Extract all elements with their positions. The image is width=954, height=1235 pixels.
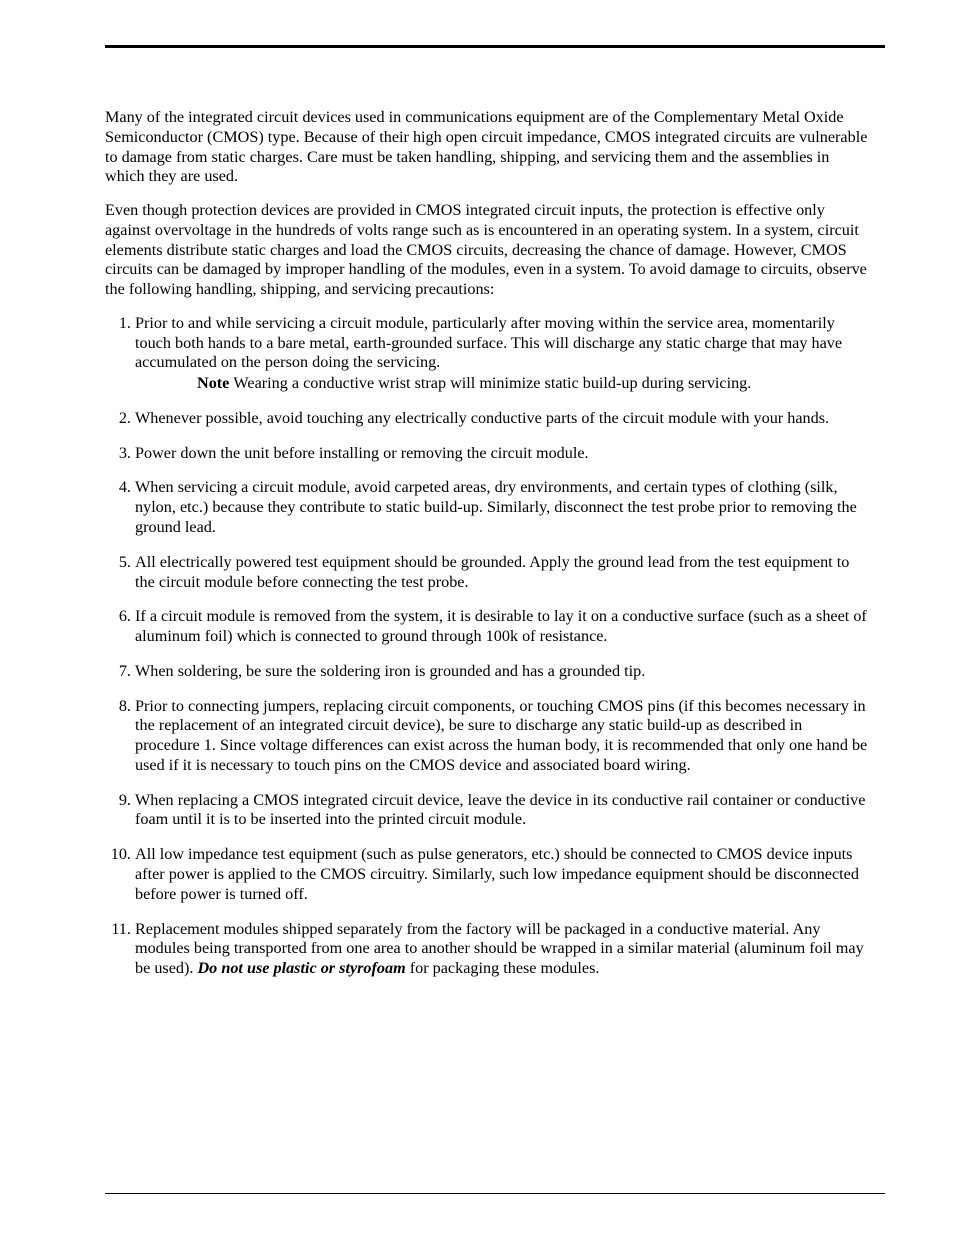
precaution-item-3: Power down the unit before installing or… bbox=[135, 444, 869, 464]
precautions-list: Prior to and while servicing a circuit m… bbox=[105, 314, 869, 979]
bottom-horizontal-rule bbox=[105, 1193, 885, 1194]
precaution-item-8: Prior to connecting jumpers, replacing c… bbox=[135, 697, 869, 776]
note-label: Note bbox=[197, 374, 233, 392]
intro-paragraph-2: Even though protection devices are provi… bbox=[105, 201, 869, 300]
precaution-11-emphasis: Do not use plastic or styrofoam bbox=[197, 959, 405, 977]
precaution-item-9: When replacing a CMOS integrated circuit… bbox=[135, 791, 869, 831]
precaution-1-text: Prior to and while servicing a circuit m… bbox=[135, 314, 842, 372]
precaution-item-1: Prior to and while servicing a circuit m… bbox=[135, 314, 869, 394]
top-horizontal-rule bbox=[105, 45, 885, 48]
note-text: Wearing a conductive wrist strap will mi… bbox=[233, 374, 751, 392]
precaution-item-4: When servicing a circuit module, avoid c… bbox=[135, 478, 869, 537]
document-body: Many of the integrated circuit devices u… bbox=[105, 108, 869, 994]
precaution-item-10: All low impedance test equipment (such a… bbox=[135, 845, 869, 904]
precaution-item-7: When soldering, be sure the soldering ir… bbox=[135, 662, 869, 682]
precaution-1-note: Note Wearing a conductive wrist strap wi… bbox=[135, 374, 869, 394]
precaution-item-6: If a circuit module is removed from the … bbox=[135, 607, 869, 647]
precaution-item-2: Whenever possible, avoid touching any el… bbox=[135, 409, 869, 429]
precaution-item-11: Replacement modules shipped separately f… bbox=[135, 920, 869, 979]
intro-paragraph-1: Many of the integrated circuit devices u… bbox=[105, 108, 869, 187]
precaution-11-text-b: for packaging these modules. bbox=[406, 959, 600, 977]
precaution-item-5: All electrically powered test equipment … bbox=[135, 553, 869, 593]
